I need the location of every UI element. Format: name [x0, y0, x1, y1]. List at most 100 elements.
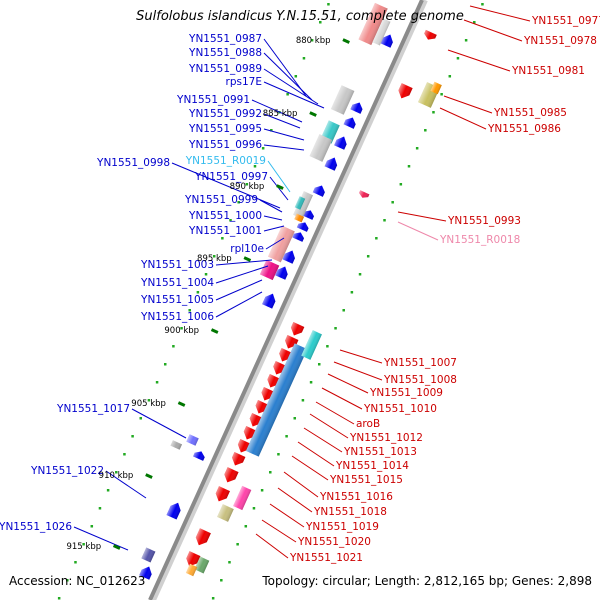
gene-label-yn1551_0999: YN1551_0999 [184, 194, 258, 206]
leader-line [105, 470, 147, 499]
leader-line [439, 107, 487, 130]
plus-gene-6 [302, 210, 314, 220]
gene-block-violet-2 [141, 547, 156, 563]
leader-line [303, 427, 343, 453]
topology-stats-text: Topology: circular; Length: 2,812,165 bp… [262, 574, 592, 588]
backbone-shadow [150, 0, 428, 600]
gene-label-yn1551_r0018: YN1551_R0018 [439, 234, 520, 246]
tick-label: 885 kbp [263, 109, 298, 119]
gene-block-teal-long [301, 330, 322, 360]
gene-label-yn1551_1013: YN1551_1013 [343, 446, 417, 458]
genome-backbone [148, 0, 428, 600]
tick-label: 905 kbp [131, 399, 166, 409]
tick-mark [112, 544, 121, 550]
leader-line [397, 211, 447, 222]
minus-gene-1 [398, 83, 413, 99]
minus-gene-14 [215, 486, 230, 502]
leader-line [215, 259, 273, 266]
tick-label: 915 kbp [66, 542, 101, 552]
leader-line [215, 265, 269, 284]
gene-label-yn1551_1001: YN1551_1001 [188, 225, 262, 237]
gene-label-yn1551_0978: YN1551_0978 [523, 35, 597, 47]
leader-line [277, 487, 313, 513]
leader-line [263, 144, 305, 151]
gene-label-yn1551_0989: YN1551_0989 [188, 63, 262, 75]
tick-label: 900 kbp [164, 326, 199, 336]
leader-line [263, 38, 307, 97]
gene-label-yn1551_1014: YN1551_1014 [335, 460, 409, 472]
gene-label-yn1551_1026: YN1551_1026 [0, 521, 72, 533]
plus-gene-10 [275, 266, 288, 280]
leader-line [263, 52, 313, 101]
gene-block-grey-3 [309, 134, 333, 162]
gc-dots-right [211, 3, 484, 600]
gene-block-violet [186, 434, 199, 446]
gene-label-yn1551_1007: YN1551_1007 [383, 357, 457, 369]
gene-label-yn1551_1016: YN1551_1016 [319, 491, 393, 503]
gene-label-yn1551_0998: YN1551_0998 [96, 157, 170, 169]
gene-label-yn1551_0993: YN1551_0993 [447, 215, 521, 227]
gene-label-yn1551_1020: YN1551_1020 [297, 536, 371, 548]
gene-label-yn1551_1005: YN1551_1005 [140, 294, 214, 306]
minus-gene-16 [186, 551, 201, 567]
label-leader-lines [73, 5, 531, 559]
gc-skew-dots [57, 3, 484, 600]
tick-label: 910 kbp [99, 471, 134, 481]
minus-gene-small [424, 29, 437, 40]
gene-label-yn1551_1017: YN1551_1017 [56, 403, 130, 415]
gene-block-long-blue [245, 343, 308, 457]
tick-mark [276, 184, 284, 190]
gene-label-yn1551_0981: YN1551_0981 [511, 65, 585, 77]
gene-block-pink-2 [233, 485, 252, 511]
leader-line [263, 113, 301, 129]
gene-label-rpl10e: rpl10e [230, 243, 264, 255]
tick-mark [177, 401, 186, 407]
gene-label-yn1551_1009: YN1551_1009 [369, 387, 443, 399]
gene-block-grey-5 [170, 440, 183, 450]
gene-label-yn1551_0985: YN1551_0985 [493, 107, 567, 119]
leader-line [267, 160, 291, 193]
leader-line [315, 401, 355, 425]
gene-label-yn1551_r0019: YN1551_R0019 [185, 155, 266, 167]
leader-line [259, 199, 283, 213]
gene-label-yn1551_0997: YN1551_0997 [194, 171, 268, 183]
gene-label-arob: aroB [356, 418, 380, 430]
tick-label: 880 kbp [296, 36, 331, 46]
plus-gene-2 [343, 117, 356, 129]
plus-gene-5 [312, 185, 325, 197]
plus-gene-14 [139, 566, 152, 580]
gene-label-yn1551_1003: YN1551_1003 [140, 259, 214, 271]
gene-label-yn1551_1012: YN1551_1012 [349, 432, 423, 444]
leader-line [73, 526, 129, 551]
gene-block-magenta [259, 259, 280, 281]
gene-label-yn1551_0987: YN1551_0987 [188, 33, 262, 45]
leader-line [291, 455, 329, 481]
plus-gene-3 [334, 136, 347, 150]
leader-line [263, 225, 285, 232]
leader-line [463, 19, 523, 42]
leader-line [443, 95, 493, 114]
gene-label-yn1551_0977: YN1551_0977 [531, 15, 600, 27]
plus-gene-1 [350, 102, 363, 114]
gene-label-yn1551_1018: YN1551_1018 [313, 506, 387, 518]
gene-label-yn1551_1006: YN1551_1006 [140, 311, 214, 323]
minus-gene-rna [359, 190, 370, 198]
leader-line [265, 237, 285, 250]
tick-mark [342, 38, 350, 44]
leader-line [269, 503, 305, 528]
gene-block-0986-left [358, 2, 388, 46]
gene-label-yn1551_1008: YN1551_1008 [383, 374, 457, 386]
gene-block-teal-2 [294, 196, 306, 210]
gene-label-yn1551_1015: YN1551_1015 [329, 474, 403, 486]
plus-gene-13 [166, 502, 181, 520]
plus-gene-0 [380, 34, 393, 48]
leader-line [269, 176, 289, 201]
leader-line [397, 221, 439, 241]
gene-label-rps17e: rps17E [226, 76, 262, 88]
leader-line [297, 441, 335, 467]
tick-mark [145, 473, 153, 479]
minus-gene-12 [232, 452, 246, 466]
leader-line [469, 5, 531, 22]
gene-block-grey-4 [293, 191, 313, 219]
